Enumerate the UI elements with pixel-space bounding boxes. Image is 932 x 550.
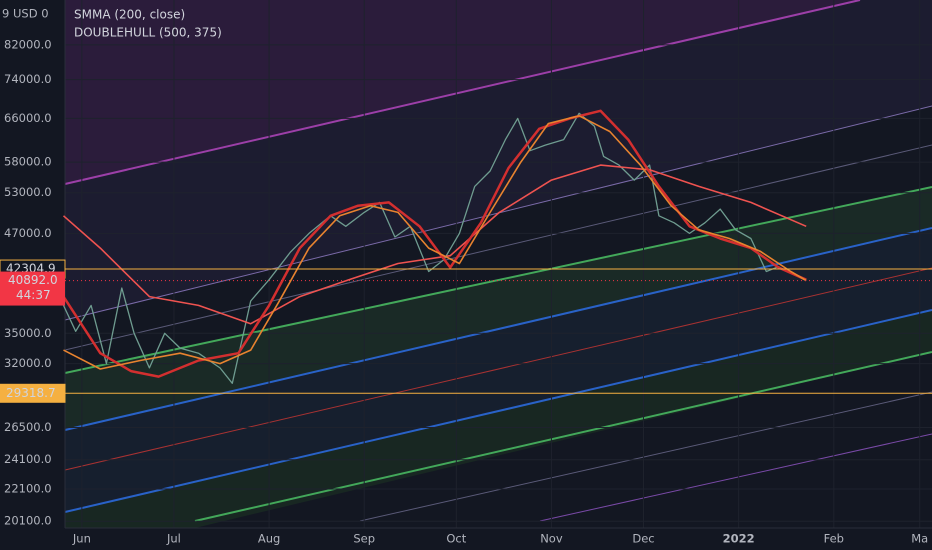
channel-line xyxy=(194,351,932,522)
channel-band xyxy=(65,187,932,430)
x-tick-label: Nov xyxy=(540,532,563,546)
y-tick-label: 22100.0 xyxy=(4,482,52,496)
x-tick-label: Feb xyxy=(824,532,844,546)
price-label: 29318.7 xyxy=(6,386,56,400)
y-tick-label: 26500.0 xyxy=(4,420,52,434)
channel-line xyxy=(64,227,932,431)
x-tick-label: Jun xyxy=(72,532,91,546)
x-tick-label: Jul xyxy=(166,532,181,546)
y-tick-label: 74000.0 xyxy=(4,72,52,86)
axis-header: 9 USD 0 xyxy=(2,7,49,21)
countdown: 44:37 xyxy=(16,288,51,302)
y-tick-label: 32000.0 xyxy=(4,356,52,370)
series-line xyxy=(62,112,807,384)
y-tick-label: 66000.0 xyxy=(4,111,52,125)
y-tick-label: 53000.0 xyxy=(4,185,52,199)
y-tick-label: 58000.0 xyxy=(4,155,52,169)
legend-entry: DOUBLEHULL (500, 375) xyxy=(74,26,222,40)
channel-band xyxy=(65,310,932,528)
legend-entry: SMMA (200, close) xyxy=(74,8,185,22)
x-tick-label: Dec xyxy=(632,532,654,546)
series-line xyxy=(63,115,807,370)
price-label-box xyxy=(0,383,66,403)
series-line xyxy=(62,109,807,378)
channel-line xyxy=(64,267,932,471)
channel-band xyxy=(65,228,932,512)
x-tick-label: Ma xyxy=(911,532,928,546)
y-tick-label: 47000.0 xyxy=(4,226,52,240)
y-tick-label: 24100.0 xyxy=(4,452,52,466)
x-tick-label: 2022 xyxy=(723,532,755,546)
y-tick-label: 35000.0 xyxy=(4,326,52,340)
series-line xyxy=(62,164,807,325)
y-tick-label: 82000.0 xyxy=(4,37,52,51)
channel-line xyxy=(64,144,932,351)
x-axis-panel xyxy=(0,528,932,550)
channel-line xyxy=(539,433,932,522)
channel-line xyxy=(64,309,932,513)
channel-line xyxy=(359,391,932,522)
y-tick-label: 20100.0 xyxy=(4,514,52,528)
last-price-label: 40892.0 xyxy=(8,273,58,287)
last-price-box xyxy=(0,271,65,306)
grid xyxy=(65,0,932,528)
x-tick-label: Sep xyxy=(353,532,375,546)
channel-line xyxy=(64,0,861,185)
x-tick-label: Oct xyxy=(446,532,466,546)
x-tick-label: Aug xyxy=(258,532,280,546)
